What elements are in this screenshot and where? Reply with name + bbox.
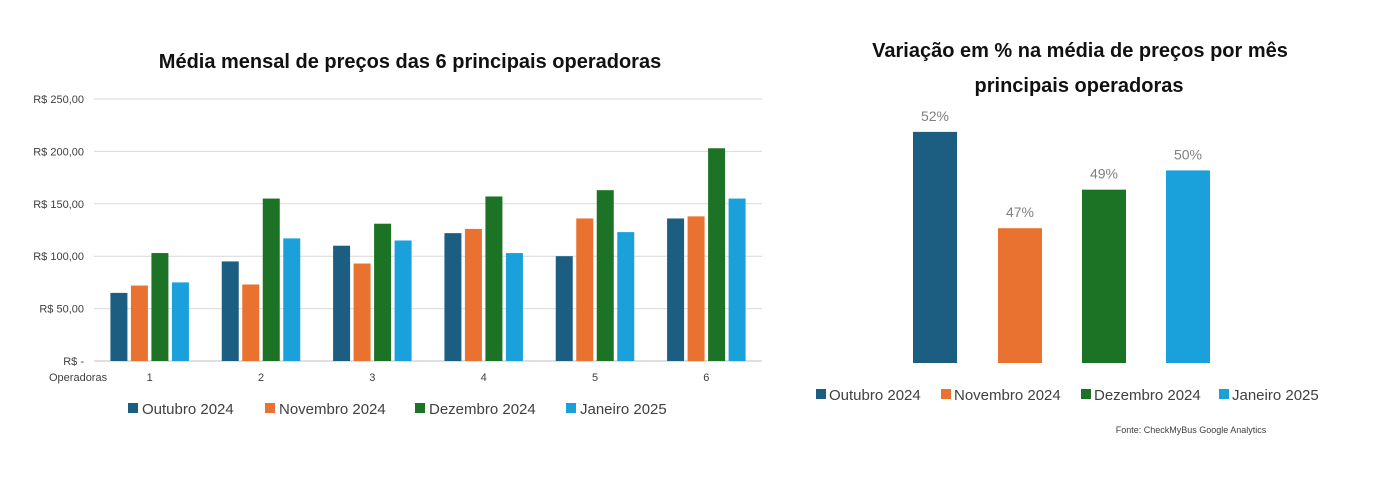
right-legend-swatch xyxy=(1081,389,1091,399)
left-legend-swatch xyxy=(128,403,138,413)
left-chart-y-tick-label: R$ 200,00 xyxy=(33,146,84,158)
left-chart-bar xyxy=(110,292,128,361)
left-chart-x-tick-label: 6 xyxy=(703,372,709,384)
left-chart-bar xyxy=(444,233,462,361)
left-chart-x-tick-labels: 1 2 3 4 5 6 xyxy=(147,372,710,384)
left-chart-bar xyxy=(576,218,594,361)
right-bar-chart: Variação em % na média de preços por mês… xyxy=(816,40,1319,435)
left-chart-x-tick-label: 3 xyxy=(369,372,375,384)
left-chart-y-tick-labels: R$ - R$ 50,00 R$ 100,00 R$ 150,00 R$ 200,00 R… xyxy=(33,94,84,368)
left-chart-bar xyxy=(596,190,614,361)
right-legend-label: Novembro 2024 xyxy=(954,387,1061,404)
left-chart-x-tick-label: 5 xyxy=(592,372,598,384)
right-chart-bar xyxy=(998,228,1042,363)
left-chart-x-tick-label: 1 xyxy=(147,372,153,384)
left-chart-bar xyxy=(464,228,482,361)
right-chart-source: Fonte: CheckMyBus Google Analytics xyxy=(1116,425,1267,435)
right-chart-data-label: 49% xyxy=(1090,166,1118,182)
left-chart-x-tick-label: 4 xyxy=(481,372,487,384)
left-chart-y-tick-label: R$ 50,00 xyxy=(39,304,84,316)
left-chart-bar xyxy=(485,196,503,361)
left-chart-y-tick-label: R$ 150,00 xyxy=(33,199,84,211)
right-chart-bars xyxy=(913,131,1210,363)
left-chart-bar xyxy=(171,282,189,361)
left-chart-bar xyxy=(505,253,523,361)
right-chart-legend: Outubro 2024 Novembro 2024 Dezembro 2024 Ja… xyxy=(816,387,1319,404)
left-chart-bar xyxy=(130,285,148,361)
right-chart-bar xyxy=(1166,170,1210,363)
right-legend-label: Janeiro 2025 xyxy=(1232,387,1319,404)
left-chart-title: Média mensal de preços das 6 principais … xyxy=(159,51,661,73)
right-legend-label: Dezembro 2024 xyxy=(1094,387,1201,404)
left-chart-bar xyxy=(617,232,635,361)
left-chart-bar xyxy=(283,238,301,361)
left-chart-bar xyxy=(262,198,280,361)
left-chart-x-tick-label: 2 xyxy=(258,372,264,384)
left-chart-bar xyxy=(353,263,371,361)
left-legend-label: Novembro 2024 xyxy=(279,401,386,418)
left-chart-bar xyxy=(667,218,685,361)
left-chart-bars xyxy=(110,148,746,361)
right-legend-label: Outubro 2024 xyxy=(829,387,921,404)
left-chart-bar xyxy=(555,256,573,361)
left-chart-bar xyxy=(728,198,746,361)
left-chart-legend: Outubro 2024 Novembro 2024 Dezembro 2024 Ja… xyxy=(128,401,667,418)
left-legend-swatch xyxy=(265,403,275,413)
left-legend-label: Outubro 2024 xyxy=(142,401,234,418)
right-chart-data-label: 52% xyxy=(921,108,949,124)
left-chart-bar xyxy=(687,216,705,361)
right-legend-swatch xyxy=(941,389,951,399)
left-chart-x-axis-label: Operadoras xyxy=(49,372,108,384)
left-chart-bar xyxy=(242,284,260,361)
left-legend-label: Dezembro 2024 xyxy=(429,401,536,418)
right-chart-data-labels: 52% 47% 49% 50% xyxy=(921,108,1202,220)
left-chart-bar xyxy=(394,240,412,361)
right-chart-bar xyxy=(913,131,957,363)
right-chart-bar xyxy=(1082,189,1126,363)
right-legend-swatch xyxy=(1219,389,1229,399)
left-legend-label: Janeiro 2025 xyxy=(580,401,667,418)
right-chart-title-line-1: Variação em % na média de preços por mês xyxy=(872,40,1288,62)
right-chart-title-line-2: principais operadoras xyxy=(975,75,1184,97)
left-legend-swatch xyxy=(415,403,425,413)
right-chart-data-label: 50% xyxy=(1174,146,1202,162)
left-chart-gridlines xyxy=(94,98,762,362)
left-chart-y-tick-label: R$ - xyxy=(63,356,84,368)
left-chart-bar xyxy=(151,253,169,361)
left-chart-bar xyxy=(708,148,726,361)
left-chart-bar xyxy=(333,245,351,361)
left-legend-swatch xyxy=(566,403,576,413)
right-legend-swatch xyxy=(816,389,826,399)
left-chart-bar xyxy=(374,223,392,361)
left-chart-bar xyxy=(221,261,239,361)
left-chart-y-tick-label: R$ 250,00 xyxy=(33,94,84,106)
right-chart-data-label: 47% xyxy=(1006,204,1034,220)
left-chart-y-tick-label: R$ 100,00 xyxy=(33,251,84,263)
left-bar-chart: Média mensal de preços das 6 principais … xyxy=(33,51,762,418)
